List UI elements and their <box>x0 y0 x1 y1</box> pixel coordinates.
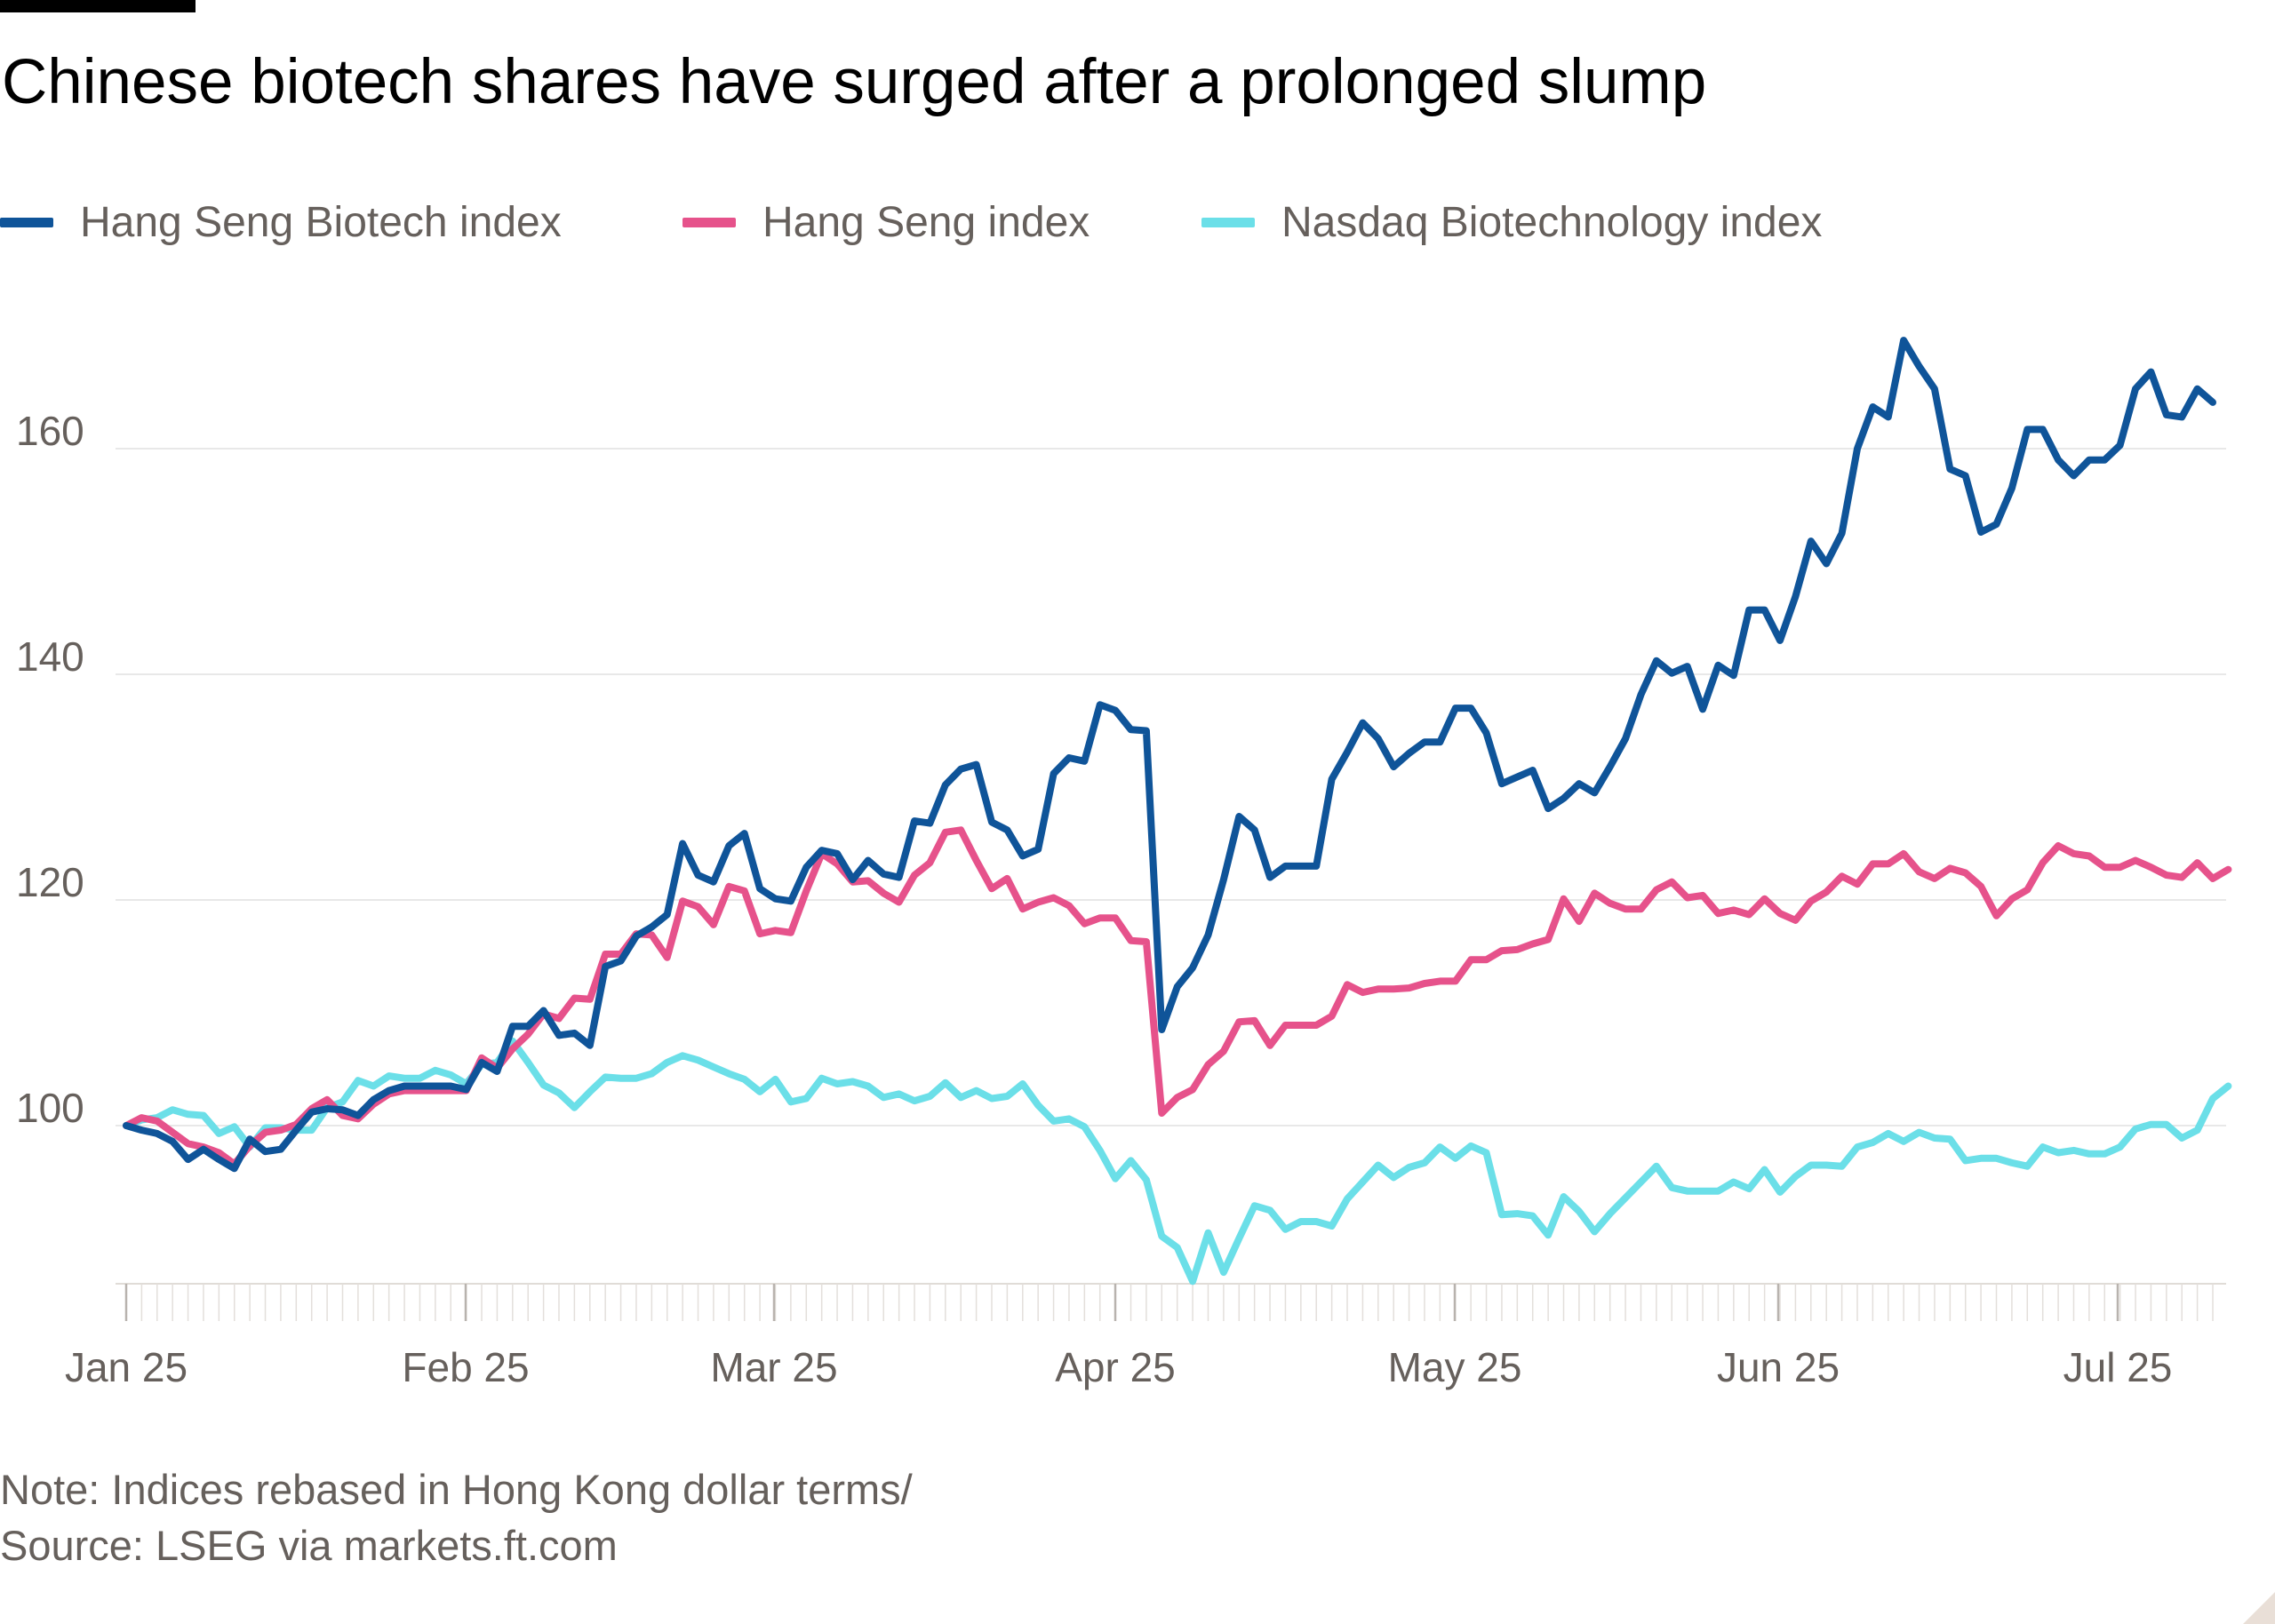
source-text: Source: LSEG via markets.ft.com <box>0 1522 618 1569</box>
series-line-hang-seng-biotech <box>123 337 2216 1173</box>
legend-item-hang-seng: Hang Seng index <box>682 195 1090 249</box>
y-tick-label-120: 120 <box>16 859 84 905</box>
x-tick-label-jun-25: Jun 25 <box>1717 1344 1840 1390</box>
legend-swatch-nasdaq-biotechnology <box>1201 217 1255 227</box>
x-tick-label-apr-25: Apr 25 <box>1055 1344 1176 1390</box>
y-tick-label-160: 160 <box>16 408 84 454</box>
chart-footnote: Note: Indices rebased in Hong Kong dolla… <box>0 1461 913 1573</box>
x-tick-label-feb-25: Feb 25 <box>402 1344 529 1390</box>
legend-item-nasdaq-biotechnology: Nasdaq Biotechnology index <box>1201 195 1822 249</box>
note-text: Note: Indices rebased in Hong Kong dolla… <box>0 1466 913 1513</box>
legend-swatch-hang-seng-biotech <box>0 217 53 227</box>
legend: Hang Seng Biotech index Hang Seng index … <box>0 195 2275 249</box>
x-tick-label-jan-25: Jan 25 <box>65 1344 188 1390</box>
legend-swatch-hang-seng <box>682 217 736 227</box>
legend-item-hang-seng-biotech: Hang Seng Biotech index <box>0 195 562 249</box>
legend-label-hang-seng: Hang Seng index <box>762 198 1090 246</box>
brand-accent-bar <box>0 0 196 12</box>
line-chart: Jan 25 Feb 25 Mar 25 Apr 25 May 25 Jun 25 Jul … <box>16 337 2232 1390</box>
legend-label-nasdaq-biotechnology: Nasdaq Biotechnology index <box>1281 198 1823 246</box>
series-line-nasdaq-biotechnology <box>123 1037 2232 1286</box>
chart-title: Chinese biotech shares have surged after… <box>2 47 1707 117</box>
x-tick-label-may-25: May 25 <box>1388 1344 1522 1390</box>
corner-fold-icon <box>2243 1592 2275 1624</box>
x-tick-label-mar-25: Mar 25 <box>710 1344 837 1390</box>
y-tick-label-100: 100 <box>16 1085 84 1131</box>
legend-label-hang-seng-biotech: Hang Seng Biotech index <box>80 198 562 246</box>
y-tick-label-140: 140 <box>16 633 84 680</box>
x-tick-label-jul-25: Jul 25 <box>2063 1344 2173 1390</box>
